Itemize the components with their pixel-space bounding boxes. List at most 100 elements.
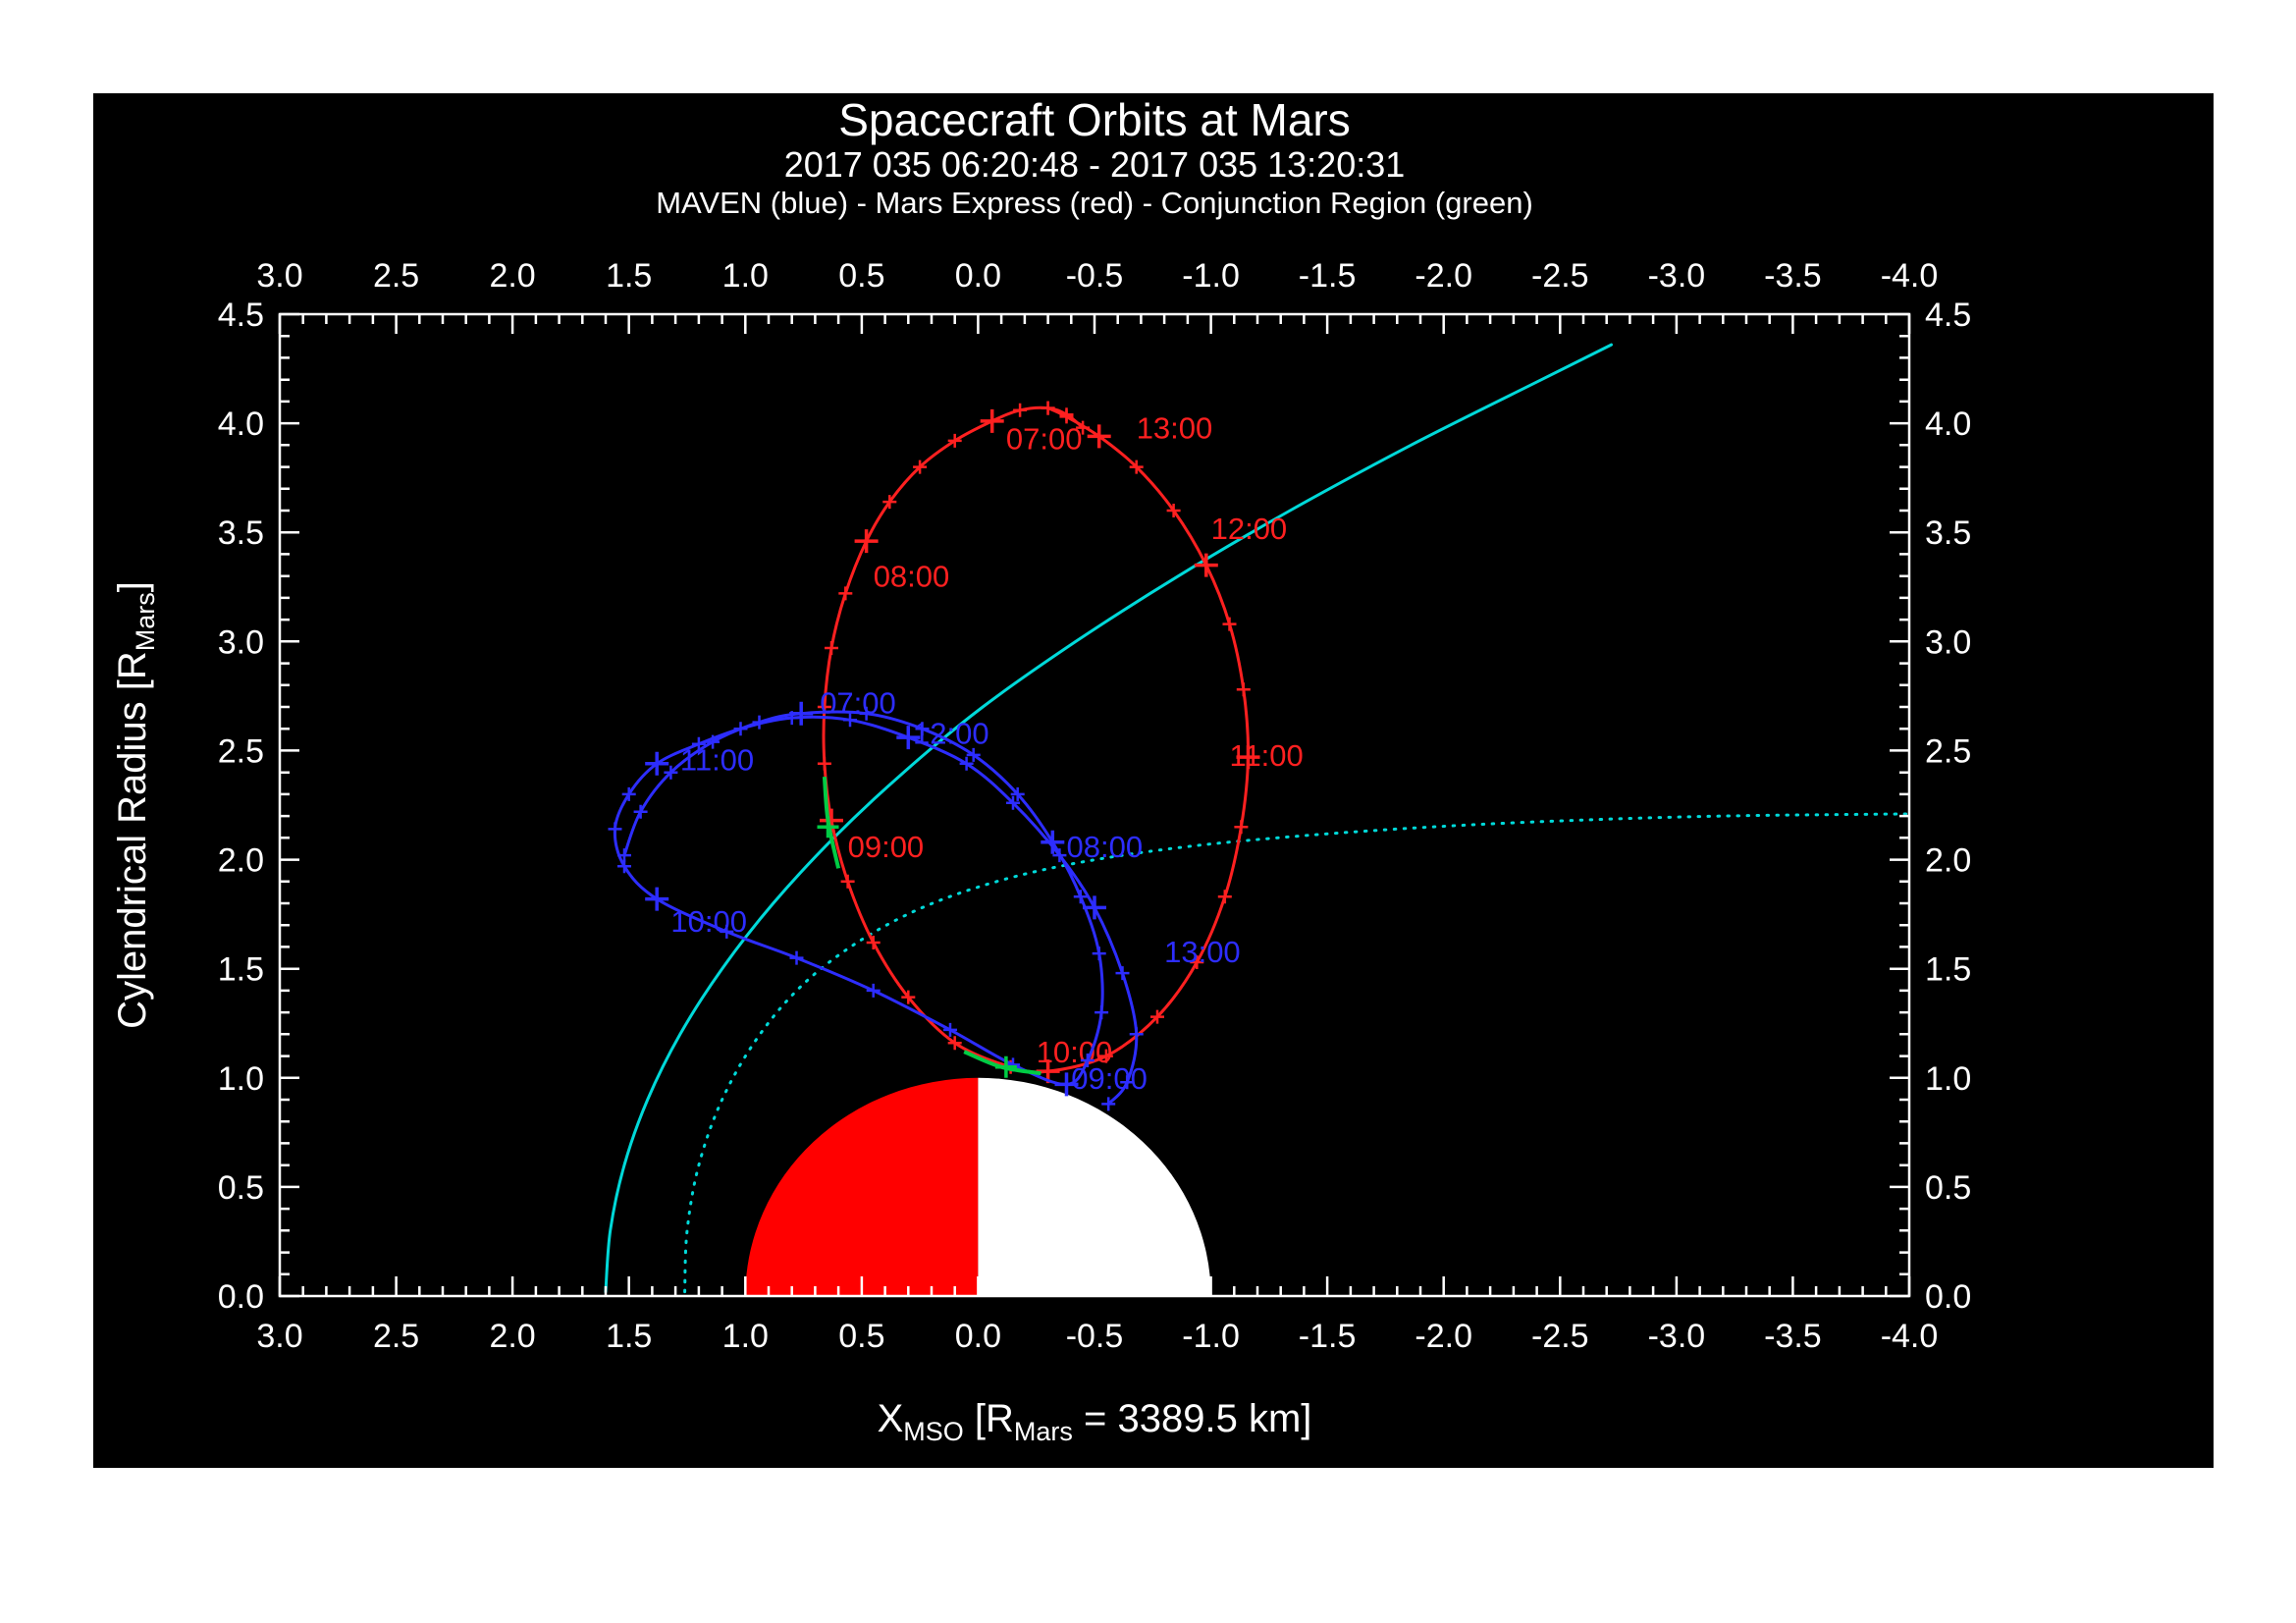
mex-minute-mark bbox=[1166, 504, 1181, 517]
x-axis-top-tick-label: 2.5 bbox=[373, 257, 419, 295]
bow-shock-series bbox=[604, 343, 1613, 1294]
y-axis-left-tick-label: 0.0 bbox=[218, 1278, 264, 1316]
maven-minute-mark bbox=[1115, 966, 1130, 981]
y-axis-title: Cylendrical Radius [RMars] bbox=[111, 581, 160, 1029]
maven-minute-mark bbox=[1129, 1027, 1144, 1042]
mex-minute-mark bbox=[1098, 1049, 1113, 1063]
pileup-boundary-curve bbox=[683, 812, 1911, 1294]
x-axis-top-tick-label: 2.0 bbox=[489, 257, 535, 295]
mex-minute-mark bbox=[1013, 403, 1028, 417]
y-axis-right-tick-label: 3.0 bbox=[1925, 623, 1971, 661]
x-axis-bottom-tick-label: -2.0 bbox=[1415, 1318, 1472, 1355]
mex-time-label: 08:00 bbox=[874, 560, 950, 594]
x-axis-top-tick-label: -2.0 bbox=[1415, 257, 1472, 295]
conjunction-mark bbox=[817, 816, 839, 839]
mex-minute-mark bbox=[1190, 955, 1204, 969]
plot-subtitle: 2017 035 06:20:48 - 2017 035 13:20:31 bbox=[784, 144, 1406, 185]
y-axis-left-tick-label: 2.0 bbox=[218, 842, 264, 880]
x-axis-bottom-tick-label: 0.0 bbox=[955, 1318, 1001, 1355]
x-axis-title-part: X bbox=[878, 1397, 904, 1440]
mex-minute-mark bbox=[1150, 1009, 1164, 1024]
x-axis-bottom-tick-label: 2.0 bbox=[489, 1318, 535, 1355]
maven-time-label: 11:00 bbox=[680, 742, 754, 777]
maven-time-label: 10:00 bbox=[670, 904, 747, 939]
maven-minute-mark bbox=[859, 706, 874, 721]
y-axis-left-tick-label: 3.0 bbox=[218, 623, 264, 661]
x-axis-title-sub: MSO bbox=[903, 1417, 964, 1446]
mex-minute-mark bbox=[866, 936, 881, 949]
mars-dayside bbox=[745, 1077, 979, 1296]
tick-labels: 3.03.02.52.52.02.01.51.51.01.00.50.50.00… bbox=[218, 257, 1972, 1355]
x-axis-bottom-tick-label: 0.5 bbox=[838, 1318, 884, 1355]
x-axis-top-tick-label: -1.5 bbox=[1299, 257, 1357, 295]
mex-minute-mark bbox=[825, 641, 838, 655]
mex-hour-mark bbox=[854, 529, 879, 554]
maven-minute-mark bbox=[720, 924, 734, 939]
x-axis-title-sub: Mars bbox=[1014, 1417, 1073, 1446]
mex-time-label: 11:00 bbox=[1230, 738, 1304, 773]
mex-minute-mark bbox=[947, 1036, 962, 1051]
maven-minute-mark bbox=[733, 722, 748, 736]
mars-disk bbox=[745, 1077, 1211, 1296]
mex-minute-mark bbox=[901, 990, 916, 1004]
plot-area: 07:0008:0009:0010:0011:0012:0013:0007:00… bbox=[218, 257, 1972, 1355]
mex-minute-mark bbox=[1059, 409, 1074, 424]
mex-minute-mark bbox=[882, 495, 897, 510]
maven-minute-mark bbox=[866, 983, 881, 998]
bow-shock-curve bbox=[604, 343, 1613, 1294]
y-axis-title-part: ] bbox=[111, 581, 154, 592]
maven-minute-mark bbox=[617, 859, 631, 874]
mex-time-label: 09:00 bbox=[848, 830, 925, 864]
x-axis-top-tick-label: -3.5 bbox=[1764, 257, 1822, 295]
y-axis-title-part: Cylendrical Radius [R bbox=[111, 651, 154, 1029]
maven-minute-mark bbox=[621, 786, 636, 801]
x-axis-bottom-tick-label: 1.0 bbox=[722, 1318, 769, 1355]
mex-minute-mark bbox=[817, 756, 831, 771]
maven-minute-mark bbox=[1006, 795, 1020, 810]
y-axis-title-sub: Mars bbox=[131, 592, 160, 651]
mex-time-label: 12:00 bbox=[1211, 512, 1288, 546]
maven-minute-mark bbox=[664, 765, 678, 780]
x-axis-bottom-tick-label: 2.5 bbox=[373, 1318, 419, 1355]
maven-hour-mark bbox=[645, 887, 669, 911]
y-axis-left-tick-label: 0.5 bbox=[218, 1169, 264, 1207]
mex-hour-mark bbox=[1236, 745, 1260, 770]
mars-nightside bbox=[978, 1077, 1211, 1296]
mex-minute-mark bbox=[1076, 420, 1091, 435]
maven-minute-mark bbox=[691, 736, 706, 751]
maven-minute-mark bbox=[706, 734, 721, 749]
maven-minute-mark bbox=[1010, 786, 1025, 801]
maven-minute-mark bbox=[966, 747, 981, 762]
x-axis-top-tick-label: 1.5 bbox=[606, 257, 652, 295]
y-axis-right-tick-label: 3.5 bbox=[1925, 514, 1971, 552]
maven-minute-mark bbox=[843, 713, 857, 728]
maven-minute-mark bbox=[959, 756, 974, 771]
mex-minute-mark bbox=[838, 586, 853, 601]
x-axis-bottom-tick-label: -1.5 bbox=[1299, 1318, 1357, 1355]
conjunction-mark bbox=[994, 1055, 1017, 1078]
conjunction-series bbox=[817, 776, 1041, 1078]
y-axis-left-tick-label: 4.0 bbox=[218, 406, 264, 443]
y-axis-left-tick-label: 3.5 bbox=[218, 514, 264, 552]
x-axis-top-tick-label: -2.5 bbox=[1531, 257, 1589, 295]
x-axis-top-tick-label: -3.0 bbox=[1648, 257, 1706, 295]
maven-time-label: 09:00 bbox=[1071, 1061, 1148, 1096]
mex-minute-mark bbox=[947, 433, 962, 448]
mex-time-label: 13:00 bbox=[1137, 411, 1213, 446]
mex-hour-mark bbox=[1087, 424, 1111, 449]
maven-minute-mark bbox=[1073, 890, 1088, 904]
x-axis-bottom-tick-label: -2.5 bbox=[1531, 1318, 1589, 1355]
y-axis-left-tick-label: 2.5 bbox=[218, 732, 264, 770]
axes-frame bbox=[278, 312, 1911, 1298]
mex-minute-mark bbox=[913, 460, 928, 474]
x-axis-bottom-tick-label: 3.0 bbox=[256, 1318, 302, 1355]
x-axis-top-tick-label: 0.0 bbox=[955, 257, 1001, 295]
mex-minute-mark bbox=[1234, 820, 1249, 835]
mex-curve bbox=[822, 406, 1251, 1074]
maven-time-label: 12:00 bbox=[913, 717, 989, 751]
y-axis-right-tick-label: 2.0 bbox=[1925, 842, 1971, 880]
maven-time-label: 13:00 bbox=[1164, 935, 1241, 969]
x-axis-top-tick-label: 0.5 bbox=[838, 257, 884, 295]
